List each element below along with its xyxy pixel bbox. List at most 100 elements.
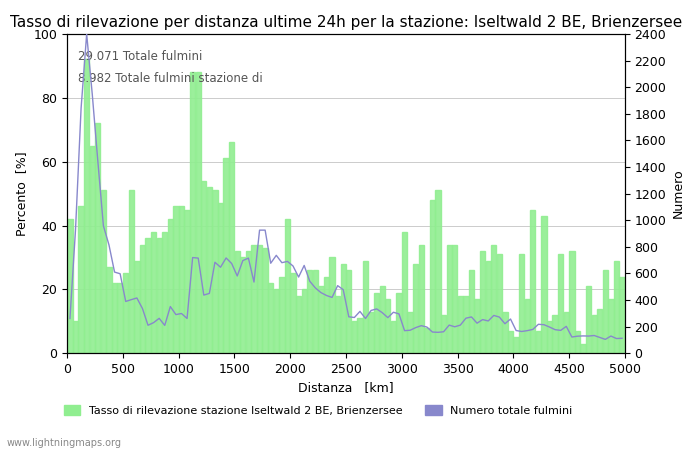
Bar: [385, 299, 391, 353]
Bar: [240, 257, 246, 353]
Bar: [134, 261, 139, 353]
Bar: [140, 245, 145, 353]
Bar: [157, 238, 162, 353]
Bar: [106, 267, 111, 353]
Bar: [346, 270, 351, 353]
Bar: [475, 299, 480, 353]
Bar: [597, 309, 603, 353]
Bar: [212, 190, 218, 353]
Bar: [174, 207, 178, 353]
Text: 8.982 Totale fulmini stazione di: 8.982 Totale fulmini stazione di: [78, 72, 263, 85]
Bar: [486, 261, 491, 353]
Bar: [402, 232, 407, 353]
Bar: [341, 264, 346, 353]
Bar: [73, 321, 78, 353]
Bar: [246, 251, 251, 353]
Bar: [530, 210, 536, 353]
Bar: [184, 210, 190, 353]
Bar: [302, 289, 307, 353]
Bar: [513, 337, 519, 353]
Bar: [480, 251, 485, 353]
Title: Tasso di rilevazione per distanza ultime 24h per la stazione: Iseltwald 2 BE, Br: Tasso di rilevazione per distanza ultime…: [10, 15, 682, 30]
X-axis label: Distanza   [km]: Distanza [km]: [298, 382, 394, 395]
Y-axis label: Numero: Numero: [672, 169, 685, 218]
Bar: [101, 190, 106, 353]
Bar: [285, 219, 290, 353]
Bar: [201, 181, 206, 353]
Bar: [357, 318, 363, 353]
Bar: [351, 321, 357, 353]
Bar: [608, 299, 614, 353]
Bar: [313, 270, 318, 353]
Bar: [592, 315, 597, 353]
Bar: [223, 158, 229, 353]
Bar: [279, 277, 284, 353]
Text: 29.071 Totale fulmini: 29.071 Totale fulmini: [78, 50, 203, 63]
Bar: [447, 245, 452, 353]
Bar: [435, 190, 441, 353]
Bar: [206, 187, 212, 353]
Bar: [268, 283, 274, 353]
Bar: [162, 232, 167, 353]
Text: www.lightningmaps.org: www.lightningmaps.org: [7, 438, 122, 448]
Bar: [274, 289, 279, 353]
Legend: Tasso di rilevazione stazione Iseltwald 2 BE, Brienzersee, Numero totale fulmini: Tasso di rilevazione stazione Iseltwald …: [59, 400, 578, 420]
Bar: [335, 296, 340, 353]
Bar: [580, 344, 586, 353]
Bar: [519, 254, 524, 353]
Bar: [419, 245, 424, 353]
Bar: [363, 261, 368, 353]
Bar: [452, 245, 457, 353]
Bar: [234, 251, 240, 353]
Bar: [195, 72, 201, 353]
Bar: [379, 286, 385, 353]
Bar: [129, 190, 134, 353]
Bar: [603, 270, 608, 353]
Bar: [524, 299, 530, 353]
Bar: [575, 331, 580, 353]
Bar: [296, 296, 301, 353]
Bar: [84, 59, 90, 353]
Bar: [396, 292, 402, 353]
Bar: [324, 277, 329, 353]
Bar: [569, 251, 575, 353]
Bar: [558, 254, 564, 353]
Bar: [330, 257, 335, 353]
Bar: [614, 261, 619, 353]
Bar: [90, 146, 95, 353]
Bar: [190, 72, 195, 353]
Bar: [151, 232, 156, 353]
Bar: [95, 123, 101, 353]
Bar: [307, 270, 312, 353]
Bar: [168, 219, 173, 353]
Bar: [458, 296, 463, 353]
Bar: [78, 207, 84, 353]
Bar: [368, 312, 374, 353]
Bar: [536, 331, 541, 353]
Bar: [67, 219, 73, 353]
Bar: [541, 216, 547, 353]
Bar: [547, 321, 552, 353]
Bar: [552, 315, 558, 353]
Bar: [441, 315, 446, 353]
Bar: [318, 286, 323, 353]
Bar: [491, 245, 496, 353]
Bar: [218, 203, 223, 353]
Bar: [463, 296, 468, 353]
Bar: [497, 254, 502, 353]
Bar: [564, 312, 569, 353]
Bar: [586, 286, 592, 353]
Bar: [118, 283, 122, 353]
Bar: [407, 312, 413, 353]
Bar: [413, 264, 419, 353]
Y-axis label: Percento  [%]: Percento [%]: [15, 151, 28, 236]
Bar: [123, 274, 128, 353]
Bar: [262, 248, 268, 353]
Bar: [620, 277, 624, 353]
Bar: [508, 331, 513, 353]
Bar: [251, 245, 257, 353]
Bar: [178, 207, 184, 353]
Bar: [146, 238, 150, 353]
Bar: [290, 274, 295, 353]
Bar: [424, 328, 430, 353]
